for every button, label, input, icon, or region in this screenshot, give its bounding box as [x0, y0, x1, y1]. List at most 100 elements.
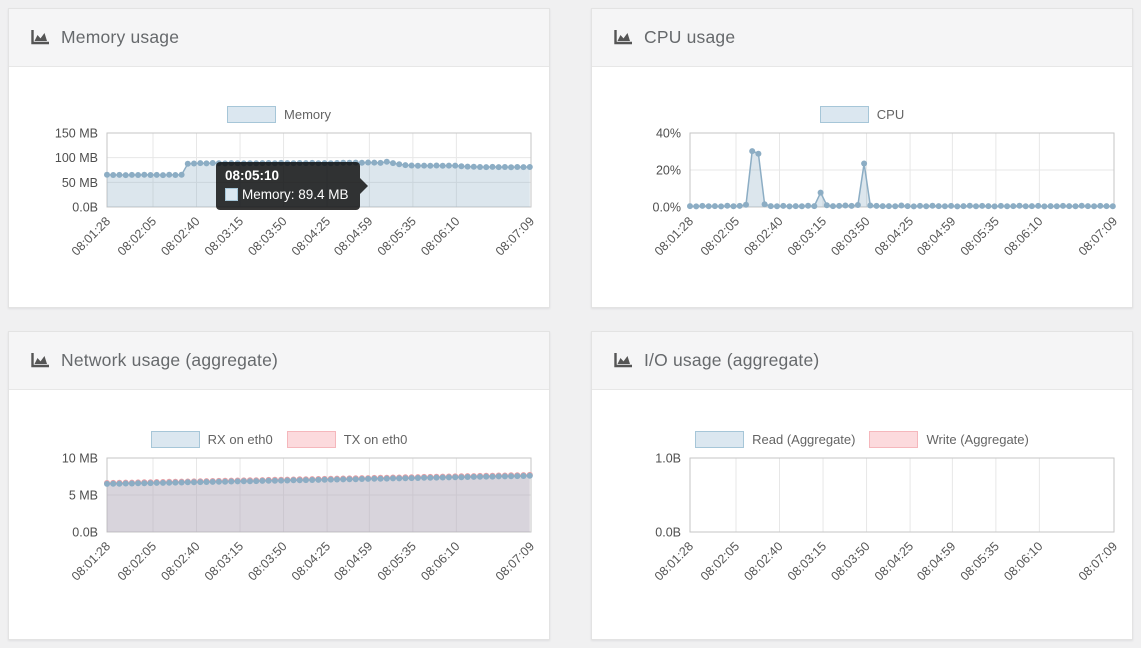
memory-panel-body: Memory 150 MB 100 MB 50 MB 0.0B 08:01:28 08:0…	[9, 67, 549, 283]
io-usage-panel: I/O usage (aggregate) Read (Aggregate) W…	[591, 331, 1133, 640]
svg-text:08:02:05: 08:02:05	[115, 539, 159, 583]
svg-text:40%: 40%	[656, 127, 681, 141]
panel-title: I/O usage (aggregate)	[644, 350, 820, 370]
memory-legend: Memory	[19, 105, 539, 123]
cpu-legend-swatch	[819, 105, 869, 123]
network-usage-panel: Network usage (aggregate) RX on eth0 TX …	[8, 331, 550, 640]
svg-text:08:03:15: 08:03:15	[785, 539, 829, 583]
cpu-panel-header: CPU usage	[592, 9, 1132, 67]
svg-text:08:05:35: 08:05:35	[958, 539, 1002, 583]
legend-item-read: Read (Aggregate)	[695, 430, 856, 448]
tooltip-time: 08:05:10	[225, 168, 280, 183]
svg-text:50 MB: 50 MB	[62, 176, 98, 190]
read-legend-swatch	[695, 430, 745, 448]
svg-text:08:03:15: 08:03:15	[785, 214, 829, 258]
tooltip-row: Memory: 89.4 MB	[225, 187, 349, 202]
cpu-legend: CPU	[602, 105, 1122, 123]
network-chart-area: RX on eth0 TX on eth0 10 MB 5 MB 0.0B 08:01…	[19, 430, 539, 598]
svg-text:08:03:15: 08:03:15	[202, 214, 246, 258]
svg-text:08:06:10: 08:06:10	[1001, 214, 1045, 258]
area-chart-icon	[31, 353, 50, 368]
svg-text:150 MB: 150 MB	[55, 127, 98, 141]
svg-text:08:03:50: 08:03:50	[828, 539, 872, 583]
network-legend: RX on eth0 TX on eth0	[19, 430, 539, 448]
svg-text:100 MB: 100 MB	[55, 151, 98, 165]
svg-text:0.0B: 0.0B	[72, 201, 98, 215]
svg-text:08:05:35: 08:05:35	[958, 214, 1002, 258]
svg-text:08:03:50: 08:03:50	[828, 214, 872, 258]
legend-label: Write (Aggregate)	[926, 431, 1029, 447]
io-legend: Read (Aggregate) Write (Aggregate)	[602, 430, 1122, 448]
svg-text:08:02:05: 08:02:05	[698, 214, 742, 258]
chart-tooltip: 08:05:10 Memory: 89.4 MB	[216, 162, 368, 210]
area-chart-icon	[614, 30, 633, 45]
write-legend-swatch	[869, 430, 919, 448]
svg-text:08:07:09: 08:07:09	[1076, 214, 1120, 258]
svg-text:08:07:09: 08:07:09	[493, 214, 537, 258]
cpu-panel-body: CPU 40% 20% 0.0% 08:01:28 08:02:05 08:02:40 08…	[592, 67, 1132, 283]
svg-text:08:06:10: 08:06:10	[1001, 539, 1045, 583]
svg-text:08:06:10: 08:06:10	[418, 214, 462, 258]
legend-item-tx: TX on eth0	[286, 430, 408, 448]
svg-text:08:04:59: 08:04:59	[914, 214, 958, 258]
io-panel-body: Read (Aggregate) Write (Aggregate) 1.0B 0…	[592, 390, 1132, 608]
svg-text:5 MB: 5 MB	[69, 489, 98, 503]
svg-text:10 MB: 10 MB	[62, 452, 98, 466]
svg-text:0.0%: 0.0%	[653, 201, 682, 215]
svg-text:08:02:40: 08:02:40	[741, 539, 785, 583]
memory-panel-header: Memory usage	[9, 9, 549, 67]
network-panel-header: Network usage (aggregate)	[9, 332, 549, 390]
cpu-chart[interactable]: 40%20%0.0%08:01:28 08:02:05 08:02:40 08:03:…	[602, 125, 1122, 273]
svg-text:08:02:40: 08:02:40	[158, 539, 202, 583]
svg-text:0.0B: 0.0B	[72, 526, 98, 540]
svg-text:08:04:59: 08:04:59	[914, 539, 958, 583]
tooltip-arrow	[359, 178, 368, 194]
svg-text:08:04:25: 08:04:25	[872, 214, 916, 258]
io-panel-header: I/O usage (aggregate)	[592, 332, 1132, 390]
legend-item-rx: RX on eth0	[150, 430, 273, 448]
svg-text:08:03:15: 08:03:15	[202, 539, 246, 583]
svg-text:08:03:50: 08:03:50	[245, 539, 289, 583]
legend-label: Read (Aggregate)	[752, 431, 856, 447]
legend-label: RX on eth0	[207, 431, 273, 447]
rx-legend-swatch	[150, 430, 200, 448]
svg-text:08:04:25: 08:04:25	[872, 539, 916, 583]
svg-text:20%: 20%	[656, 164, 681, 178]
svg-text:08:02:40: 08:02:40	[741, 214, 785, 258]
svg-text:08:05:35: 08:05:35	[375, 539, 419, 583]
svg-text:08:02:05: 08:02:05	[115, 214, 159, 258]
area-chart-icon	[31, 30, 50, 45]
panel-title: Memory usage	[61, 27, 180, 47]
svg-text:08:02:40: 08:02:40	[158, 214, 202, 258]
legend-label: CPU	[876, 106, 905, 122]
network-panel-body: RX on eth0 TX on eth0 10 MB 5 MB 0.0B 08:01…	[9, 390, 549, 608]
svg-text:08:05:35: 08:05:35	[375, 214, 419, 258]
panel-title: Network usage (aggregate)	[61, 350, 279, 370]
tx-legend-swatch	[286, 430, 336, 448]
legend-item-cpu: CPU	[819, 105, 905, 123]
legend-item-write: Write (Aggregate)	[869, 430, 1029, 448]
tooltip-series-swatch	[225, 188, 238, 201]
legend-label: Memory	[284, 106, 331, 122]
cpu-usage-panel: CPU usage CPU 40% 20% 0.0% 08:01:28 08:02:05…	[591, 8, 1133, 308]
tooltip-value: Memory: 89.4 MB	[242, 187, 349, 202]
legend-label: TX on eth0	[343, 431, 408, 447]
io-chart-area: Read (Aggregate) Write (Aggregate) 1.0B 0…	[602, 430, 1122, 598]
svg-text:08:03:50: 08:03:50	[245, 214, 289, 258]
svg-text:08:01:28: 08:01:28	[652, 539, 696, 583]
svg-text:08:04:25: 08:04:25	[289, 539, 333, 583]
memory-chart-area: Memory 150 MB 100 MB 50 MB 0.0B 08:01:28 08:0…	[19, 105, 539, 273]
panel-title: CPU usage	[644, 27, 736, 47]
svg-text:08:07:09: 08:07:09	[493, 539, 537, 583]
area-chart-icon	[614, 353, 633, 368]
svg-text:1.0B: 1.0B	[655, 452, 681, 466]
svg-text:08:01:28: 08:01:28	[652, 214, 696, 258]
svg-text:08:04:59: 08:04:59	[331, 214, 375, 258]
legend-item-memory: Memory	[227, 105, 331, 123]
svg-text:08:06:10: 08:06:10	[418, 539, 462, 583]
svg-text:0.0B: 0.0B	[655, 526, 681, 540]
memory-usage-panel: Memory usage Memory 150 MB 100 MB 50 MB 0.0…	[8, 8, 550, 308]
